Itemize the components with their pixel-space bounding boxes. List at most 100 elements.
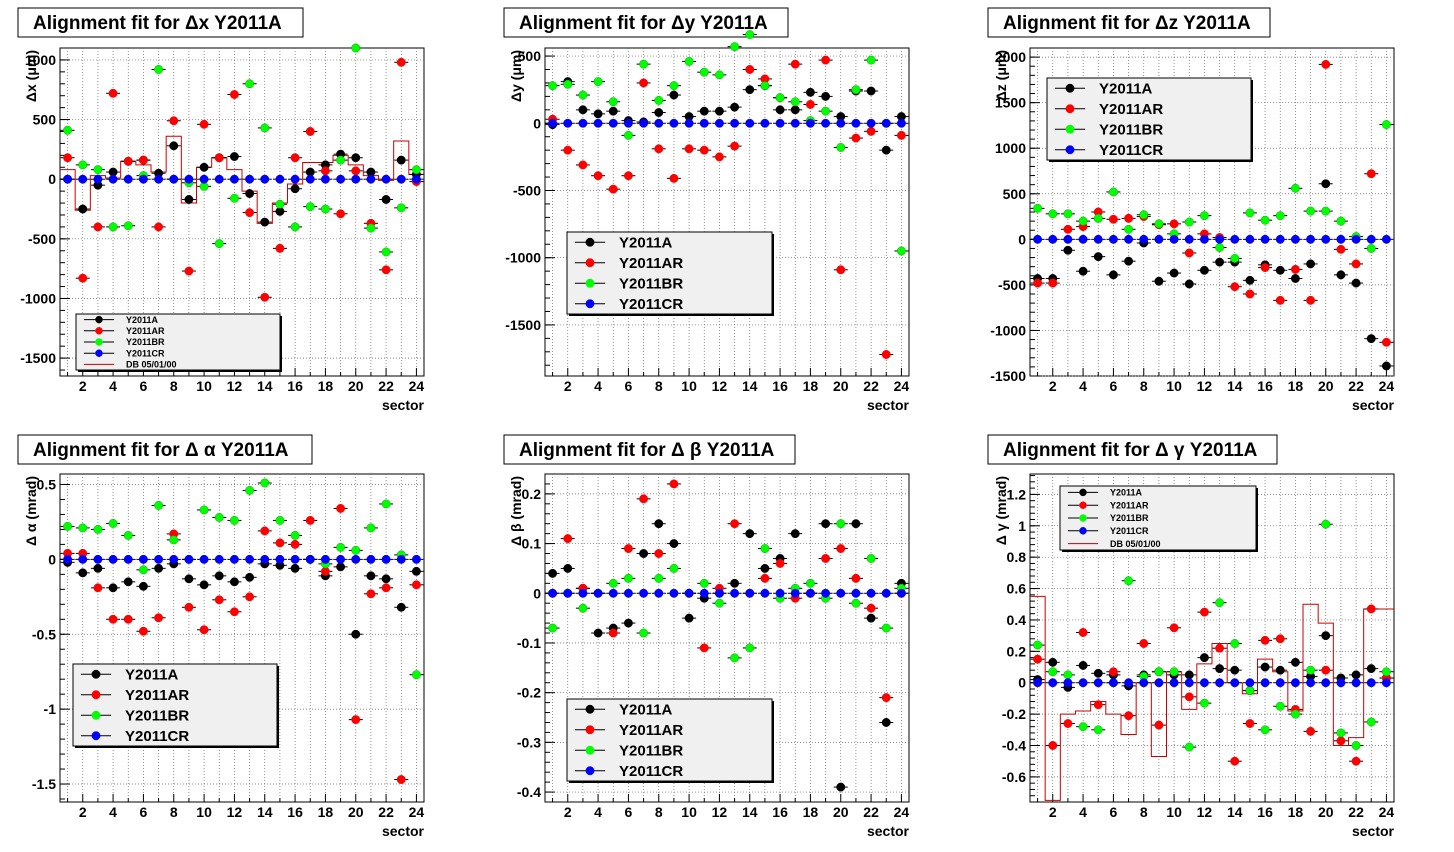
data-point [684, 118, 694, 128]
data-point [290, 539, 300, 549]
data-point [1033, 203, 1043, 213]
x-tick-label: 12 [712, 378, 728, 394]
data-point [714, 588, 724, 598]
legend-label: Y2011CR [1099, 142, 1163, 159]
data-point [260, 478, 270, 488]
data-point [1245, 234, 1255, 244]
data-point [896, 588, 906, 598]
x-tick-label: 22 [1348, 804, 1364, 820]
data-point [730, 653, 740, 663]
x-tick-label: 20 [833, 804, 849, 820]
x-tick-label: 2 [79, 804, 87, 820]
data-point [320, 566, 330, 576]
chart-title: Alignment fit for Δ α Y2011A [33, 440, 289, 461]
data-point [1199, 234, 1209, 244]
data-point [78, 204, 88, 214]
legend-label: Y2011A [619, 702, 673, 719]
y-tick-label: -1000 [20, 290, 56, 306]
data-point [1321, 631, 1331, 641]
data-point [1184, 279, 1194, 289]
data-point [78, 273, 88, 283]
data-point [881, 588, 891, 598]
legend-swatch-marker [1079, 488, 1087, 497]
data-point [548, 623, 558, 633]
y-axis-label: Δy (μm) [508, 50, 524, 102]
data-point [836, 588, 846, 598]
x-tick-label: 16 [772, 804, 788, 820]
data-point [866, 55, 876, 65]
data-point [623, 544, 633, 553]
legend-swatch-marker [585, 299, 595, 309]
data-point [866, 588, 876, 598]
data-point [396, 57, 406, 67]
y-tick-label: 0.8 [1007, 549, 1027, 565]
data-point [1215, 643, 1225, 653]
data-point [1321, 206, 1331, 216]
data-point [381, 583, 391, 593]
data-point [1048, 278, 1058, 288]
data-point [760, 118, 770, 128]
data-point [1124, 711, 1134, 721]
x-tick-label: 12 [712, 804, 728, 820]
data-point [154, 501, 164, 510]
legend-label: Y2011AR [1099, 101, 1163, 118]
data-point [654, 588, 664, 598]
data-point [366, 589, 376, 599]
data-point [790, 59, 800, 69]
x-tick-label: 4 [109, 378, 117, 394]
data-point [199, 625, 209, 635]
y-tick-label: -1 [44, 701, 57, 717]
legend-swatch-marker [95, 338, 103, 346]
data-point [1078, 722, 1088, 732]
data-point [745, 30, 755, 40]
data-point [138, 565, 148, 575]
data-point [1108, 234, 1118, 244]
legend-swatch-marker [91, 669, 101, 679]
data-point [1275, 634, 1285, 644]
data-point [260, 174, 270, 184]
x-tick-label: 20 [348, 378, 364, 394]
data-point [1033, 654, 1043, 664]
x-tick-label: 16 [287, 804, 303, 820]
data-point [1245, 678, 1255, 688]
y-tick-label: -500 [28, 231, 56, 247]
x-tick-label: 4 [109, 804, 117, 820]
legend-label: Y2011A [126, 315, 159, 325]
data-point [775, 118, 785, 128]
x-tick-label: 14 [742, 804, 758, 820]
data-point [1260, 635, 1270, 645]
data-point [1169, 623, 1179, 633]
data-point [790, 588, 800, 598]
y-tick-label: -0.5 [32, 626, 56, 642]
data-point [199, 174, 209, 184]
data-point [108, 583, 118, 593]
data-point [608, 578, 618, 588]
data-point [260, 554, 270, 564]
data-point [351, 153, 361, 163]
legend-swatch-marker [91, 690, 101, 700]
data-point [563, 563, 573, 573]
data-point [411, 554, 421, 564]
data-point [866, 554, 876, 563]
x-tick-label: 12 [1197, 804, 1213, 820]
data-point [108, 614, 118, 624]
data-point [336, 209, 346, 219]
data-point [396, 174, 406, 184]
data-point [1336, 736, 1346, 746]
x-axis-label: sector [867, 397, 910, 413]
data-point [1275, 665, 1285, 675]
data-point [1063, 234, 1073, 244]
data-point [669, 90, 679, 100]
data-point [1275, 701, 1285, 711]
data-point [245, 486, 255, 495]
data-point [1199, 265, 1209, 275]
data-point [1108, 667, 1118, 677]
data-point [78, 568, 88, 578]
data-point [1275, 678, 1285, 688]
data-point [821, 588, 831, 598]
x-tick-label: 4 [594, 378, 602, 394]
data-point [608, 97, 618, 107]
data-point [245, 174, 255, 184]
y-tick-label: -0.3 [517, 734, 541, 750]
data-point [1381, 337, 1391, 347]
